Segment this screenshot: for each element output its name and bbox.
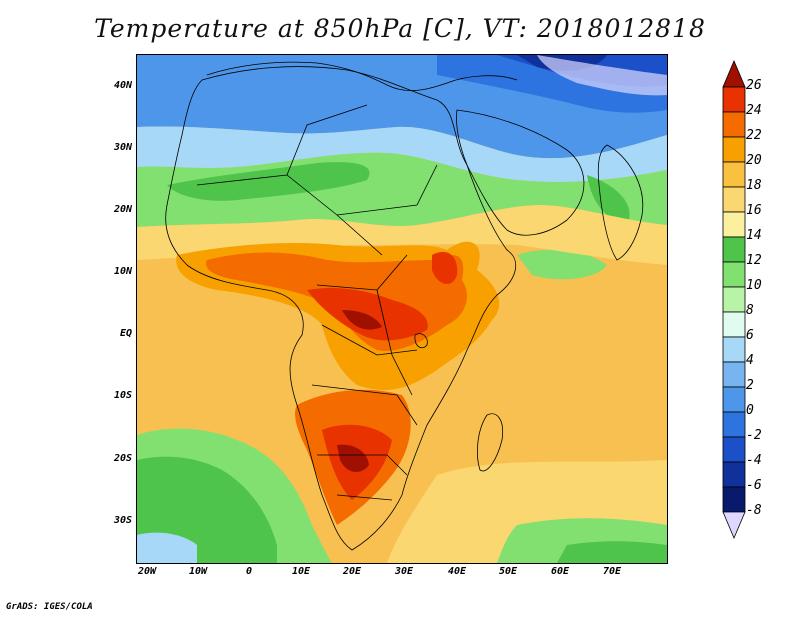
colorbar-segment: [722, 336, 746, 363]
colorbar-label-14: 14: [746, 228, 762, 243]
lon-label-70e: 70E: [602, 566, 622, 577]
lat-label-20s: 20S: [113, 453, 132, 464]
lat-label-10n: 10N: [113, 266, 132, 277]
lat-label-10s: 10S: [113, 390, 132, 401]
colorbar-segment: [722, 111, 746, 138]
colorbar-segment: [722, 386, 746, 413]
lon-label-0: 0: [245, 566, 253, 577]
colorbar-label-24: 24: [746, 103, 762, 118]
lat-label-30n: 30N: [113, 142, 132, 153]
colorbar-arrow-bottom: [722, 511, 746, 540]
temperature-field: [137, 55, 667, 563]
colorbar-arrow-top: [722, 60, 746, 88]
colorbar-segment: [722, 261, 746, 288]
colorbar-label-26: 26: [746, 78, 762, 93]
lon-label-40e: 40E: [447, 566, 467, 577]
colorbar-segment: [722, 186, 746, 213]
colorbar: [722, 60, 746, 540]
colorbar-label-minus2: -2: [746, 428, 762, 443]
colorbar-segment: [722, 436, 746, 463]
colorbar-segment: [722, 136, 746, 163]
colorbar-segment: [722, 311, 746, 338]
lat-label-30s: 30S: [113, 515, 132, 526]
colorbar-segment: [722, 486, 746, 513]
colorbar-label-4: 4: [746, 353, 754, 368]
lon-label-20e: 20E: [342, 566, 362, 577]
colorbar-segment: [722, 461, 746, 488]
colorbar-segment: [722, 86, 746, 113]
colorbar-label-16: 16: [746, 203, 762, 218]
colorbar-segment: [722, 236, 746, 263]
colorbar-label-22: 22: [746, 128, 762, 143]
lon-label-30e: 30E: [394, 566, 414, 577]
colorbar-label-minus8: -8: [746, 503, 762, 518]
colorbar-label-0: 0: [746, 403, 754, 418]
colorbar-label-minus4: -4: [746, 453, 762, 468]
map-title: Temperature at 850hPa [C], VT: 201801281…: [94, 14, 706, 43]
colorbar-label-10: 10: [746, 278, 762, 293]
lat-label-eq: EQ: [119, 328, 132, 339]
colorbar-label-minus6: -6: [746, 478, 762, 493]
lat-label-20n: 20N: [113, 204, 132, 215]
colorbar-label-8: 8: [746, 303, 754, 318]
lat-label-40n: 40N: [113, 80, 132, 91]
lon-label-20w: 20W: [137, 566, 157, 577]
colorbar-segment: [722, 211, 746, 238]
colorbar-label-2: 2: [746, 378, 754, 393]
lon-label-50e: 50E: [498, 566, 518, 577]
colorbar-label-6: 6: [746, 328, 754, 343]
colorbar-label-12: 12: [746, 253, 762, 268]
colorbar-label-18: 18: [746, 178, 762, 193]
colorbar-segment: [722, 361, 746, 388]
lon-label-10e: 10E: [291, 566, 311, 577]
colorbar-segment: [722, 411, 746, 438]
lon-label-10w: 10W: [188, 566, 208, 577]
colorbar-segment: [722, 161, 746, 188]
colorbar-label-20: 20: [746, 153, 762, 168]
grads-credit: GrADS: IGES/COLA: [6, 602, 93, 612]
temperature-map: [136, 54, 668, 564]
lon-label-60e: 60E: [550, 566, 570, 577]
colorbar-segment: [722, 286, 746, 313]
